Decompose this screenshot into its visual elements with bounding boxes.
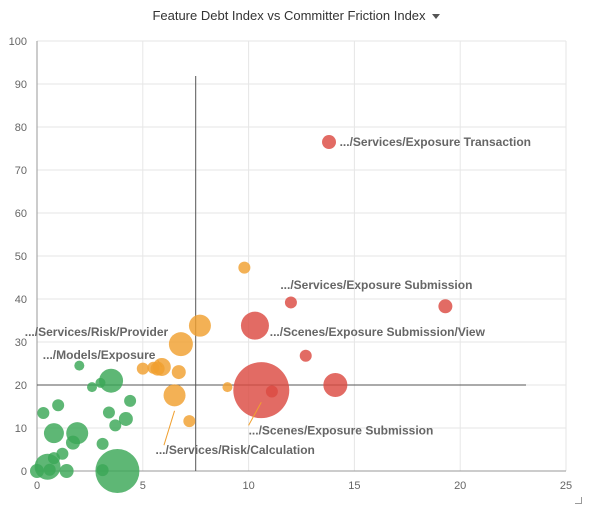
point-labels: .../Services/Exposure Transaction .../Ser…: [25, 135, 531, 457]
chart-title: Feature Debt Index vs Committer Friction…: [152, 7, 426, 23]
label-connector-line: [248, 401, 262, 426]
data-point-orange: [238, 261, 251, 274]
grid: [36, 40, 567, 472]
x-tick-label: 5: [140, 480, 146, 492]
label-connector-line: [163, 410, 176, 446]
data-point-orange: [171, 365, 186, 380]
data-point-green: [96, 464, 109, 477]
y-tick-label: 80: [15, 122, 27, 134]
data-point-green: [59, 464, 74, 478]
data-point-green: [52, 399, 65, 412]
x-tick-label: 20: [454, 480, 466, 492]
point-label: .../Models/Exposure: [43, 348, 156, 362]
label-connectors: [157, 359, 262, 446]
data-point-green: [96, 437, 109, 450]
point-label: .../Scenes/Exposure Submission/View: [270, 325, 486, 339]
chart-title-bar: Feature Debt Index vs Committer Friction…: [0, 0, 592, 30]
data-point-green: [109, 419, 122, 432]
data-point-green: [43, 463, 56, 476]
data-point-green: [30, 464, 44, 478]
data-point-green: [124, 394, 137, 407]
data-point-red: [284, 296, 297, 309]
resize-corner-icon[interactable]: [575, 497, 582, 504]
data-point-red: [233, 362, 290, 419]
y-tick-label: 70: [15, 165, 27, 177]
data-point-green: [95, 449, 140, 493]
data-point-green: [99, 368, 124, 393]
x-tick-label: 15: [348, 480, 360, 492]
y-tick-label: 60: [15, 208, 27, 220]
y-tick-label: 90: [15, 79, 27, 91]
y-tick-label: 30: [15, 337, 27, 349]
point-label: .../Services/Risk/Calculation: [155, 443, 314, 457]
data-points: [30, 135, 453, 493]
data-point-green: [118, 411, 133, 426]
y-tick-label: 50: [15, 251, 27, 263]
y-tick-label: 10: [15, 423, 27, 435]
data-point-red: [438, 299, 453, 314]
label-connector-line: [157, 359, 163, 368]
tick-labels: 0 5 10 15 20 25 0 10 20 30 40 50 60 70 80 90 100: [9, 36, 572, 492]
data-point-orange: [168, 332, 193, 357]
data-point-green: [102, 406, 115, 419]
y-tick-label: 100: [9, 36, 27, 48]
point-label: .../Services/Exposure Transaction: [340, 135, 531, 149]
point-label: .../Scenes/Exposure Submission: [249, 424, 434, 438]
data-point-green: [37, 406, 50, 419]
data-point-orange: [147, 361, 160, 374]
point-label: .../Services/Exposure Submission: [280, 278, 472, 292]
data-point-green: [74, 360, 85, 371]
data-point-orange: [136, 362, 149, 375]
data-point-green: [65, 435, 80, 450]
data-point-orange: [222, 382, 233, 393]
data-point-red: [322, 135, 337, 150]
chevron-down-icon[interactable]: [431, 13, 440, 19]
data-point-green: [87, 382, 98, 393]
data-point-green: [43, 423, 64, 444]
data-point-red: [299, 349, 312, 362]
x-tick-label: 0: [34, 480, 40, 492]
x-tick-label: 10: [242, 480, 254, 492]
point-label: .../Services/Risk/Provider: [25, 325, 169, 339]
data-point-red: [323, 373, 348, 397]
y-tick-label: 40: [15, 294, 27, 306]
data-point-orange: [183, 415, 196, 428]
data-point-green: [47, 452, 60, 465]
data-point-green: [95, 377, 106, 388]
y-tick-label: 20: [15, 380, 27, 392]
data-point-orange: [163, 384, 186, 407]
x-tick-label: 25: [560, 480, 572, 492]
data-point-red: [265, 385, 278, 398]
data-point-orange: [188, 314, 211, 337]
data-point-red: [240, 311, 269, 340]
y-tick-label: 0: [21, 466, 27, 478]
